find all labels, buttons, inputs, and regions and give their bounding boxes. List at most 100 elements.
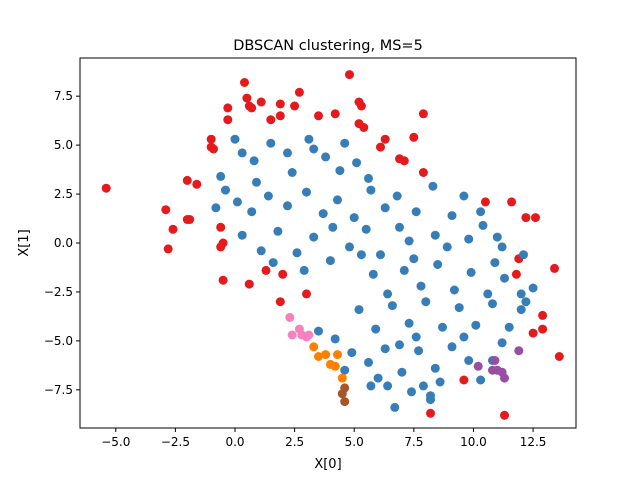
- data-point-s4-0: [473, 361, 483, 371]
- data-point-s1-73: [435, 377, 445, 387]
- data-point-s0-27: [275, 297, 285, 307]
- data-point-s1-27: [216, 171, 226, 181]
- data-point-s1-101: [442, 242, 452, 252]
- data-point-s3-5: [304, 330, 314, 340]
- data-point-s1-97: [287, 168, 297, 177]
- data-point-s0-40: [380, 134, 390, 144]
- data-point-s1-1: [237, 148, 247, 158]
- data-point-s1-58: [504, 322, 514, 332]
- y-tick-label: 7.5: [54, 89, 73, 103]
- data-point-s1-48: [516, 289, 526, 299]
- x-tick-label: 2.5: [285, 435, 304, 449]
- data-point-s1-37: [497, 242, 507, 252]
- data-point-s1-67: [430, 363, 440, 373]
- y-tick-label: 2.5: [54, 187, 73, 201]
- data-point-s0-34: [345, 70, 354, 80]
- data-point-s0-42: [399, 156, 409, 166]
- data-point-s1-66: [414, 346, 424, 356]
- y-tick-label: 5.0: [54, 138, 73, 152]
- data-point-s0-55: [538, 324, 548, 334]
- data-point-s0-17: [240, 78, 249, 87]
- data-point-s2-6: [337, 373, 347, 383]
- data-point-s1-70: [390, 402, 400, 412]
- y-axis-ticks: −7.5 −5.0 −2.5 0.0 2.5 5.0 7.5: [44, 89, 80, 397]
- data-point-s1-94: [299, 265, 309, 275]
- x-tick-label: 0.0: [225, 435, 244, 449]
- data-point-s1-56: [471, 320, 481, 330]
- data-point-s1-51: [387, 301, 397, 311]
- data-point-s1-44: [449, 285, 459, 295]
- data-point-s1-18: [366, 185, 376, 195]
- data-point-s1-102: [490, 258, 500, 268]
- data-point-s1-38: [519, 250, 528, 260]
- data-point-s0-6: [185, 215, 195, 224]
- data-point-s4-6: [514, 346, 524, 356]
- data-point-s1-81: [497, 338, 507, 348]
- data-point-s1-35: [464, 234, 474, 244]
- data-point-s1-55: [454, 303, 464, 313]
- y-tick-label: −5.0: [44, 334, 73, 348]
- data-point-s0-29: [290, 101, 300, 111]
- data-point-s2-1: [314, 352, 323, 361]
- data-point-s2-0: [309, 342, 319, 352]
- data-point-s0-36: [356, 101, 366, 111]
- data-point-s1-79: [476, 375, 486, 385]
- data-point-s1-32: [411, 207, 421, 217]
- data-point-s1-62: [347, 348, 357, 358]
- data-point-s1-64: [380, 344, 390, 354]
- data-point-s1-40: [383, 289, 393, 299]
- data-point-s0-1: [161, 205, 171, 215]
- data-point-s0-26: [275, 111, 285, 121]
- data-point-s1-41: [399, 265, 409, 275]
- data-point-s1-74: [373, 373, 383, 383]
- data-point-s1-17: [349, 213, 359, 223]
- data-point-s1-63: [364, 357, 373, 367]
- data-point-s1-30: [380, 203, 390, 213]
- data-point-s1-69: [464, 356, 474, 365]
- data-point-s1-6: [321, 152, 331, 162]
- data-point-s1-36: [478, 220, 488, 230]
- data-point-s1-100: [409, 254, 419, 264]
- y-tick-label: −7.5: [44, 383, 73, 397]
- data-point-s1-57: [488, 299, 497, 309]
- data-point-s5-1: [340, 383, 350, 393]
- data-point-s1-34: [447, 211, 457, 221]
- data-point-s1-10: [232, 197, 242, 207]
- data-point-s0-13: [218, 238, 228, 248]
- data-point-s1-105: [395, 340, 404, 350]
- data-point-s1-31: [395, 222, 404, 232]
- data-point-s0-56: [550, 263, 559, 273]
- data-point-s1-54: [438, 322, 447, 332]
- data-point-s2-4: [330, 361, 340, 371]
- data-point-s1-23: [309, 232, 319, 242]
- data-point-s1-21: [273, 226, 283, 236]
- x-tick-label: 12.5: [520, 435, 547, 449]
- data-point-s1-13: [283, 201, 292, 211]
- data-point-s0-46: [426, 408, 435, 418]
- data-point-s0-31: [302, 289, 311, 299]
- data-point-s1-68: [447, 342, 457, 352]
- data-point-s2-5: [333, 350, 342, 360]
- data-point-s0-14: [218, 275, 228, 285]
- data-point-s1-96: [252, 177, 261, 187]
- data-point-s1-92: [404, 236, 414, 246]
- data-point-s1-20: [256, 246, 266, 256]
- data-point-s0-23: [261, 265, 271, 275]
- data-point-s0-54: [538, 310, 548, 320]
- data-point-s1-76: [383, 381, 393, 391]
- data-point-s1-93: [376, 250, 385, 260]
- data-point-s0-44: [418, 168, 428, 177]
- data-point-s0-15: [223, 115, 233, 125]
- data-point-s0-51: [521, 213, 531, 223]
- data-point-s4-5: [500, 373, 509, 383]
- x-tick-label: 10.0: [460, 435, 487, 449]
- data-point-s1-28: [211, 203, 221, 213]
- data-point-s0-39: [376, 142, 385, 152]
- data-point-s0-33: [330, 109, 340, 119]
- data-point-s1-98: [328, 222, 338, 232]
- data-point-s0-59: [511, 269, 521, 279]
- data-point-s1-91: [392, 191, 402, 201]
- data-point-s0-3: [168, 224, 178, 234]
- data-points: [101, 70, 564, 420]
